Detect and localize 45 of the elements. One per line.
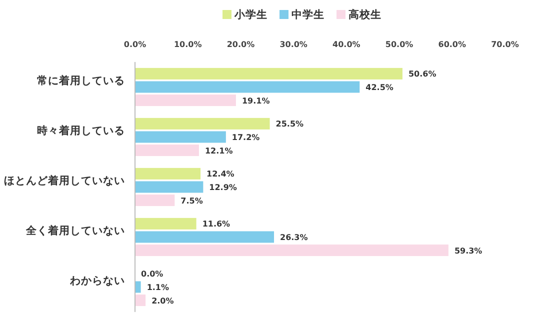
data-label: 1.1% xyxy=(146,283,169,292)
y-tick-label: 時々着用している xyxy=(37,124,125,137)
bar xyxy=(135,244,448,256)
data-label: 12.9% xyxy=(209,183,237,192)
x-tick-label: 50.0% xyxy=(385,40,414,49)
data-label: 12.4% xyxy=(206,170,234,179)
bar xyxy=(135,181,204,193)
x-tick-label: 20.0% xyxy=(226,40,255,49)
y-tick-label: ほとんど着用していない xyxy=(4,174,125,187)
bar xyxy=(135,81,360,93)
data-label: 0.0% xyxy=(141,270,164,279)
legend-label: 小学生 xyxy=(234,8,268,21)
y-tick-label: 常に着用している xyxy=(37,74,125,87)
bar xyxy=(135,294,146,306)
bar xyxy=(135,68,402,80)
legend-label: 高校生 xyxy=(348,8,382,21)
x-tick-label: 60.0% xyxy=(438,40,466,49)
data-label: 19.1% xyxy=(242,96,270,106)
x-tick-label: 10.0% xyxy=(174,40,202,49)
legend-label: 中学生 xyxy=(292,8,324,21)
y-tick-label: 全く着用していない xyxy=(25,224,125,237)
bar xyxy=(135,131,226,143)
bar xyxy=(135,231,274,243)
x-tick-label: 30.0% xyxy=(280,40,308,49)
data-label: 42.5% xyxy=(366,83,394,92)
x-tick-label: 70.0% xyxy=(491,40,519,49)
data-label: 59.3% xyxy=(454,246,482,256)
data-label: 2.0% xyxy=(152,296,174,306)
data-label: 12.1% xyxy=(204,146,233,156)
y-tick-label: わからない xyxy=(69,275,125,287)
bar xyxy=(135,94,236,106)
data-label: 50.6% xyxy=(408,70,436,79)
data-label: 25.5% xyxy=(276,120,304,129)
bar xyxy=(135,281,141,293)
x-tick-label: 0.0% xyxy=(124,40,146,49)
data-label: 26.3% xyxy=(280,233,308,242)
data-label: 17.2% xyxy=(232,133,260,142)
data-label: 7.5% xyxy=(180,196,203,206)
x-tick-label: 40.0% xyxy=(332,40,360,49)
bar xyxy=(135,144,199,156)
bar xyxy=(135,218,196,230)
bar xyxy=(135,118,270,130)
bar xyxy=(135,194,175,206)
bar xyxy=(135,168,201,180)
data-label: 11.6% xyxy=(202,220,230,229)
